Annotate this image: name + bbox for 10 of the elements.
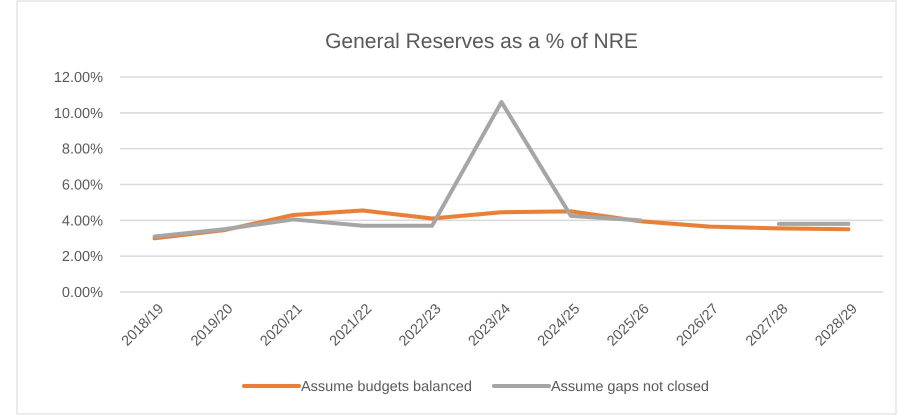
chart-title: General Reserves as a % of NRE xyxy=(325,30,638,53)
y-tick-label: 4.00% xyxy=(62,213,104,230)
y-tick-label: 10.00% xyxy=(54,106,104,122)
y-tick-label: 8.00% xyxy=(62,142,104,158)
y-tick-label: 2.00% xyxy=(62,249,104,266)
y-tick-label: 12.00% xyxy=(54,70,104,86)
y-tick-label: 0.00% xyxy=(62,285,104,302)
legend-label: Assume budgets balanced xyxy=(301,379,472,396)
y-tick-label: 6.00% xyxy=(62,178,104,194)
legend-label: Assume gaps not closed xyxy=(551,379,709,396)
